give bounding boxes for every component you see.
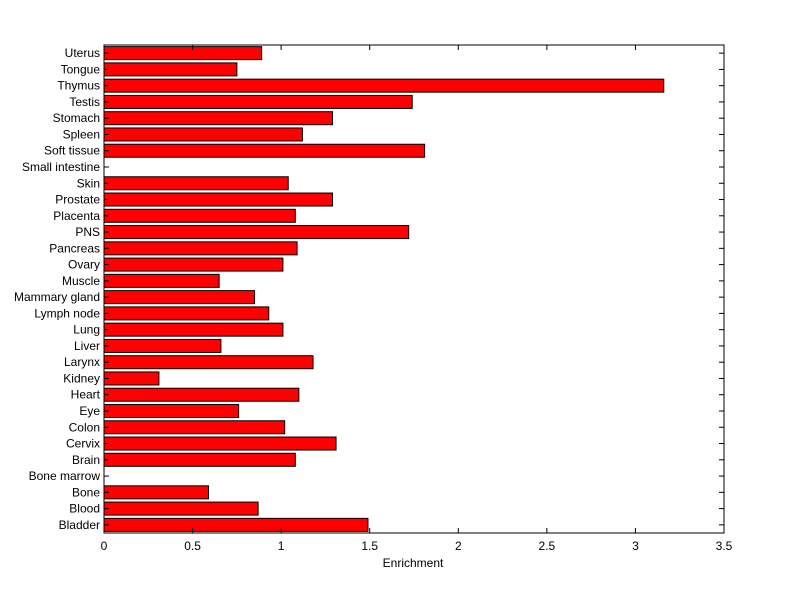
y-tick-label: Uterus (65, 46, 100, 60)
x-tick-label: 1 (278, 539, 285, 553)
y-tick-label: Prostate (55, 193, 100, 207)
bar-bladder (103, 517, 369, 532)
y-tick-label: Spleen (63, 127, 100, 141)
bar-pancreas (103, 241, 298, 256)
bar-thymus (103, 78, 665, 93)
x-tick-label: 0 (101, 539, 108, 553)
y-tick-label: Tongue (61, 62, 101, 76)
bar-colon (103, 420, 286, 435)
y-tick-label: Kidney (63, 371, 100, 385)
x-tick-label: 2.5 (539, 539, 556, 553)
bar-liver (103, 338, 222, 353)
bar-testis (103, 94, 413, 109)
y-tick-label: Lymph node (34, 306, 100, 320)
bar-placenta (103, 208, 296, 223)
bar-prostate (103, 192, 334, 207)
y-tick-label: Ovary (68, 258, 100, 272)
y-tick-label: Pancreas (49, 241, 100, 255)
x-tick-label: 1.5 (361, 539, 378, 553)
bar-skin (103, 176, 289, 191)
y-tick-label: Colon (69, 420, 100, 434)
bar-larynx (103, 355, 314, 370)
x-ticks: 0 0.5 1 1.5 2 2.5 3 3.5 (101, 45, 733, 553)
bar-lung (103, 322, 284, 337)
bar-pns (103, 225, 410, 240)
bar-blood (103, 501, 259, 516)
bar-uterus (103, 46, 263, 61)
y-tick-label: Testis (69, 95, 100, 109)
y-tick-label: Mammary gland (14, 290, 100, 304)
bar-cervix (103, 436, 337, 451)
bar-stomach (103, 111, 334, 126)
bar-heart (103, 387, 300, 402)
bars-group (103, 46, 665, 532)
bar-spleen (103, 127, 303, 142)
y-tick-label: Lung (73, 323, 100, 337)
bar-kidney (103, 371, 160, 386)
x-tick-label: 0.5 (184, 539, 201, 553)
y-tick-marks (104, 52, 724, 526)
y-tick-label: Eye (79, 404, 100, 418)
y-tick-label: Muscle (62, 274, 100, 288)
x-tick-label: 2 (455, 539, 462, 553)
y-tick-label: Thymus (57, 79, 100, 93)
y-tick-label: Larynx (64, 355, 100, 369)
bar-eye (103, 403, 240, 419)
bar-muscle (103, 273, 220, 288)
y-tick-label: Liver (74, 339, 100, 353)
bar-lymph-node (103, 306, 270, 321)
y-tick-label: Bone (72, 485, 100, 499)
x-tick-label: 3 (632, 539, 639, 553)
x-tick-label: 3.5 (716, 539, 733, 553)
x-axis-label: Enrichment (383, 556, 444, 570)
y-tick-label: Soft tissue (44, 144, 100, 158)
y-tick-label: Bone marrow (29, 469, 101, 483)
y-tick-label: Placenta (53, 209, 100, 223)
bar-tongue (103, 62, 238, 77)
y-tick-label: Skin (77, 176, 100, 190)
bar-mammary-gland (103, 290, 256, 305)
y-tick-label: Small intestine (22, 160, 100, 174)
y-tick-label: Blood (69, 502, 100, 516)
y-tick-label: Stomach (53, 111, 100, 125)
y-tick-label: PNS (75, 225, 100, 239)
y-tick-label: Cervix (66, 437, 100, 451)
y-tick-labels: Uterus Tongue Thymus Testis Stomach Spleen Sof… (14, 46, 101, 532)
bar-bone (103, 485, 210, 500)
bar-ovary (103, 257, 284, 272)
bar-soft-tissue (103, 143, 426, 158)
bar-brain (103, 452, 296, 467)
y-tick-label: Brain (72, 453, 100, 467)
y-tick-label: Heart (71, 388, 101, 402)
plot-area (103, 44, 725, 534)
y-tick-label: Bladder (59, 518, 100, 532)
